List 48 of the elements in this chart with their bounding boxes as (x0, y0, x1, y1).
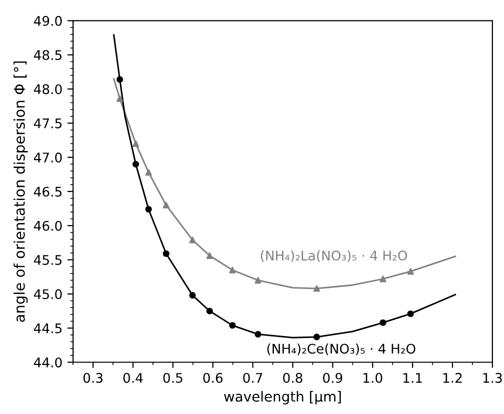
y-tick-label: 44.5 (34, 323, 62, 334)
point (380, 319, 386, 326)
x-tick-label: 0.5 (163, 372, 182, 383)
point (206, 252, 213, 259)
point (407, 310, 414, 318)
x-tick-label: 0.7 (243, 372, 262, 383)
x-tick-label: 0.6 (203, 372, 223, 383)
point (145, 169, 152, 176)
point (116, 76, 124, 83)
y-tick-label: 46.5 (34, 186, 62, 197)
point (145, 206, 152, 213)
y-tick-label: 49.0 (34, 16, 62, 26)
point (206, 308, 213, 314)
point (162, 250, 170, 257)
y-tick-label: 48.0 (34, 84, 62, 94)
y-tick-label: 45.5 (34, 255, 62, 265)
x-axis-title: wavelength [µm] (224, 390, 341, 404)
series-label: (NH₄)₂La(NO₃)₅ · 4 H₂O (260, 250, 408, 262)
point (313, 334, 320, 340)
y-tick-label: 46.0 (34, 220, 62, 231)
x-tick-label: 0.4 (123, 372, 143, 383)
point (254, 330, 262, 338)
x-tick-label: 1.2 (443, 372, 462, 383)
point (313, 285, 320, 292)
point (132, 140, 140, 147)
x-tick-label: 1.3 (483, 372, 502, 383)
point (189, 236, 196, 244)
point (229, 266, 236, 274)
y-tick-label: 45.0 (34, 289, 62, 300)
y-tick-label: 47.0 (34, 152, 62, 163)
series-label: (NH₄)₂Ce(NO₃)₅ · 4 H₂O (267, 343, 416, 356)
point (162, 202, 170, 208)
point (116, 95, 124, 102)
x-tick-label: 1.0 (364, 372, 382, 383)
point (407, 268, 414, 275)
point (189, 292, 196, 299)
y-tick-label: 48.5 (34, 50, 62, 60)
point (254, 276, 262, 284)
x-tick-label: 0.3 (83, 372, 102, 383)
point (132, 160, 140, 168)
point (229, 322, 236, 329)
x-tick-label: 1.1 (403, 373, 422, 383)
y-tick-label: 44.0 (34, 357, 62, 368)
x-tick-label: 0.9 (323, 372, 342, 383)
y-tick-label: 47.5 (34, 118, 62, 128)
x-tick-label: 0.8 (283, 372, 302, 383)
point (380, 276, 386, 282)
y-axis-title: angle of orientation dispersion Φ [°] (14, 61, 28, 322)
